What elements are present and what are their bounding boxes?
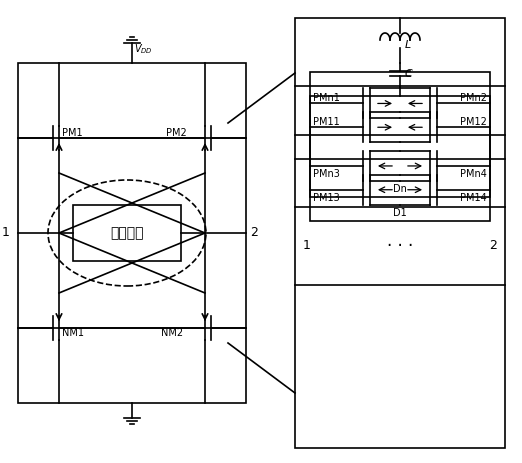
Bar (73, 205, 181, 261)
Text: 2: 2 (250, 226, 258, 239)
Text: 谐振回路: 谐振回路 (110, 226, 144, 240)
Text: PM13: PM13 (313, 193, 340, 203)
Text: NM2: NM2 (161, 328, 183, 338)
Bar (310, 96, 490, 221)
Text: C: C (405, 69, 413, 79)
Text: $V_{DD}$: $V_{DD}$ (134, 42, 153, 56)
Bar (310, 72, 490, 197)
Text: PM12: PM12 (460, 117, 487, 127)
Text: NM1: NM1 (62, 328, 84, 338)
Text: PM14: PM14 (460, 193, 487, 203)
Text: L: L (405, 40, 411, 50)
Text: PM11: PM11 (313, 117, 340, 127)
Bar (295, 18, 505, 448)
Bar (18, 63, 246, 403)
Text: PMn4: PMn4 (460, 169, 487, 179)
Text: PM2: PM2 (166, 128, 187, 138)
Text: 2: 2 (489, 239, 497, 252)
Text: PMn2: PMn2 (460, 94, 487, 103)
Text: PM1: PM1 (62, 128, 82, 138)
Text: PMn3: PMn3 (313, 169, 340, 179)
Text: D1: D1 (393, 208, 407, 218)
Text: Dn: Dn (393, 184, 407, 194)
Text: 1: 1 (303, 239, 311, 252)
Text: 1: 1 (2, 226, 10, 239)
Text: PMn1: PMn1 (313, 94, 340, 103)
Text: · · ·: · · · (387, 237, 413, 255)
